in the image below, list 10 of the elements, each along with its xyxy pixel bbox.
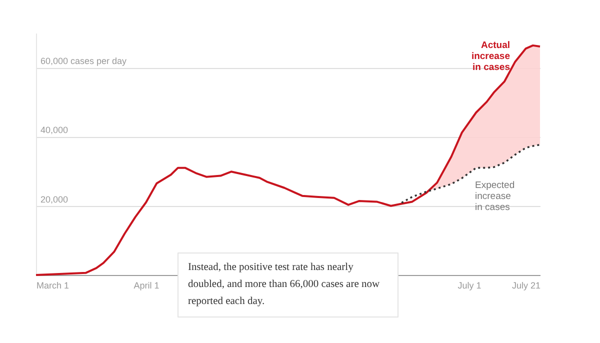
y-tick-label: 40,000 bbox=[40, 125, 68, 136]
y-tick-label: 60,000 cases per day bbox=[40, 56, 128, 66]
x-tick-label: April 1 bbox=[134, 280, 160, 290]
annotation: Instead, the positive test rate has nearly doubled, and more than 66,000 cases are now reported each day. bbox=[188, 262, 380, 307]
x-tick-label: March 1 bbox=[36, 280, 70, 290]
x-tick-label: July 21 bbox=[512, 280, 540, 290]
x-tick-label: July 1 bbox=[458, 280, 482, 290]
y-tick-label: 20,000 bbox=[40, 194, 68, 204]
series-label: Expected increase in cases bbox=[475, 180, 515, 213]
series-label: Actual increase in cases bbox=[471, 40, 510, 73]
